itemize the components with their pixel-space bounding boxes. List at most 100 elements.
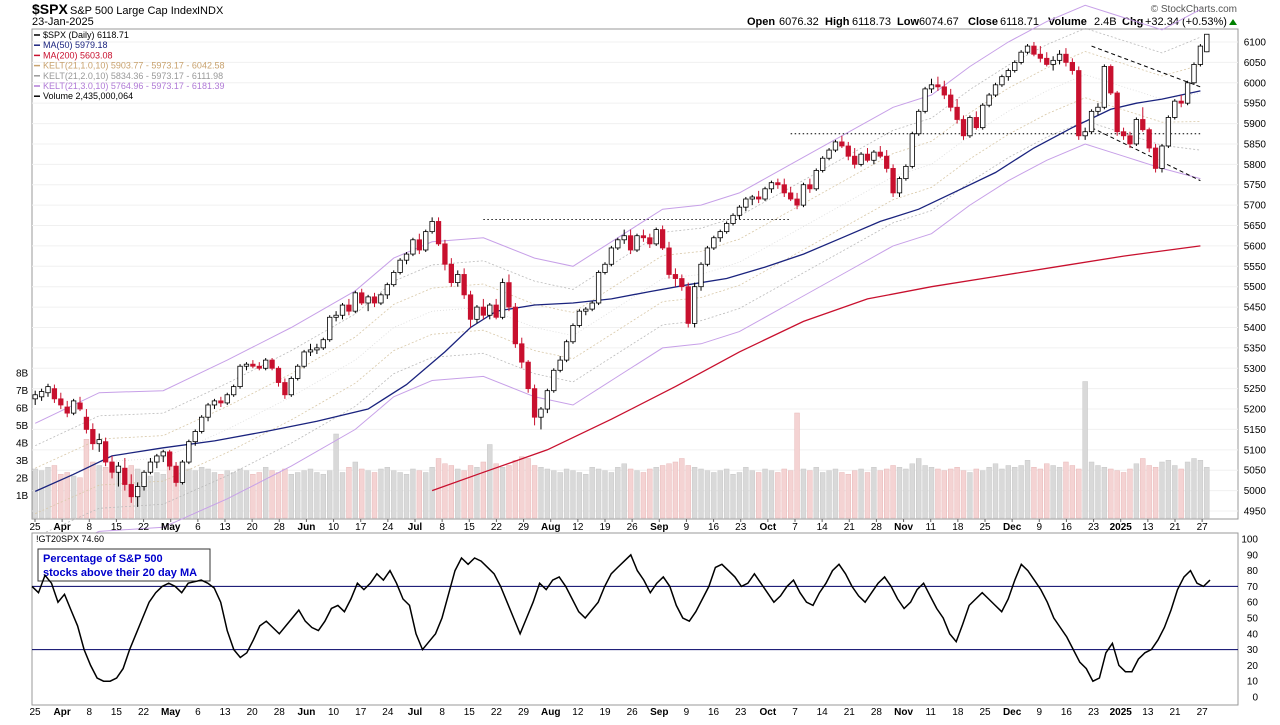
volume-bar xyxy=(1056,467,1063,519)
volume-bar xyxy=(218,474,224,519)
candle-body xyxy=(1101,66,1108,108)
candle-body xyxy=(211,400,218,406)
candle-body xyxy=(90,429,96,445)
indicator-tick-label: 90 xyxy=(1247,550,1259,561)
candle-body xyxy=(179,461,186,483)
candle-body xyxy=(781,184,787,194)
candle-body xyxy=(237,365,243,388)
volume-bar xyxy=(877,470,883,519)
kelt2-lower-line xyxy=(35,120,1201,538)
volume-bar xyxy=(743,467,749,519)
candle-body xyxy=(186,441,192,463)
candle-body xyxy=(115,465,122,473)
candle-body xyxy=(391,272,397,286)
candle-body xyxy=(1120,131,1127,137)
candle-body xyxy=(141,471,147,487)
volume-bar xyxy=(800,468,807,519)
volume-bar xyxy=(544,468,551,519)
x-tick-label: 9 xyxy=(1037,522,1043,533)
x-tick-label: 23 xyxy=(735,522,747,533)
x-tick-label: 24 xyxy=(382,522,394,533)
volume-tick-label: 8B xyxy=(16,369,29,380)
indicator-x-tick-label: Sep xyxy=(650,707,668,718)
low-label: Low xyxy=(897,16,919,28)
indicator-x-tick-label: 25 xyxy=(29,707,41,718)
candle-body xyxy=(205,404,211,418)
volume-bar xyxy=(1018,465,1024,519)
volume-tick-label: 4B xyxy=(16,439,29,450)
volume-bar xyxy=(506,465,512,519)
indicator-x-tick-label: 13 xyxy=(1142,707,1154,718)
candle-body xyxy=(794,198,800,206)
volume-bar xyxy=(90,461,96,519)
volume-bar xyxy=(256,472,262,519)
candle-body xyxy=(871,151,877,161)
high-label: High xyxy=(825,16,850,28)
volume-bar xyxy=(1191,458,1197,519)
x-tick-label: Dec xyxy=(1003,522,1022,533)
close-value: 6118.71 xyxy=(1000,16,1039,28)
candle-body xyxy=(698,263,704,288)
indicator-label: !GT20SPX 74.60 xyxy=(36,534,104,544)
volume-bar xyxy=(83,439,90,519)
volume-value: 2.4B xyxy=(1094,16,1117,28)
candle-body xyxy=(615,239,621,249)
high-value: 6118.73 xyxy=(852,16,891,28)
indicator-tick-label: 50 xyxy=(1247,614,1259,625)
x-tick-label: 9 xyxy=(684,522,690,533)
price-tick-label: 5200 xyxy=(1244,405,1267,416)
price-tick-label: 5150 xyxy=(1244,425,1267,436)
volume-bar xyxy=(282,468,288,519)
candle-body xyxy=(58,398,64,406)
volume-bar xyxy=(922,465,928,519)
candle-body xyxy=(250,363,256,367)
candle-body xyxy=(1037,53,1043,59)
volume-bar xyxy=(1165,460,1172,519)
x-axis: 25 Apr 8 15 22 May 6 13 20 28 Jun 10 17 24 Jul 8 15 22 29 A… xyxy=(29,519,1208,533)
volume-bar xyxy=(1184,461,1191,519)
indicator-annotation-box xyxy=(37,548,211,582)
volume-bar xyxy=(973,468,980,519)
candle-body xyxy=(256,365,262,369)
legend-entry: MA(200) 5603.08 xyxy=(43,50,113,60)
volume-bar xyxy=(916,458,922,519)
indicator-x-tick-label: 28 xyxy=(274,707,286,718)
volume-bar xyxy=(1159,461,1165,519)
volume-bar xyxy=(198,467,205,519)
x-tick-label: 15 xyxy=(464,522,476,533)
volume-bar xyxy=(70,475,77,519)
indicator-panel xyxy=(31,532,1239,706)
candle-body xyxy=(903,165,909,180)
volume-bar xyxy=(1050,465,1056,519)
x-tick-label: Apr xyxy=(54,522,71,533)
volume-bar xyxy=(884,468,890,519)
indicator-x-tick-label: 22 xyxy=(138,707,150,718)
candle-body xyxy=(224,394,230,404)
volume-bar xyxy=(397,472,403,519)
indicator-tick-label: 100 xyxy=(1241,535,1258,546)
indicator-x-tick-label: 21 xyxy=(844,707,856,718)
x-tick-label: Oct xyxy=(760,522,777,533)
volume-bar xyxy=(519,456,525,519)
volume-bar xyxy=(832,468,839,519)
volume-bar xyxy=(948,468,954,519)
candle-body xyxy=(647,237,653,245)
volume-bar xyxy=(147,475,154,519)
candle-body xyxy=(64,406,70,414)
volume-bar xyxy=(493,463,499,519)
volume-bar xyxy=(467,465,474,519)
volume-bar xyxy=(1063,461,1069,519)
price-tick-label: 5100 xyxy=(1244,445,1267,456)
candle-body xyxy=(167,451,173,467)
volume-bar xyxy=(570,470,576,519)
candle-body xyxy=(1172,100,1178,118)
price-tick-label: 6050 xyxy=(1244,58,1267,69)
change-value: +32.34 (+0.53%) xyxy=(1145,16,1227,28)
candle-body xyxy=(621,235,627,241)
volume-bar xyxy=(787,470,794,519)
candle-body xyxy=(1197,45,1204,65)
volume-bar xyxy=(275,472,282,519)
volume-bar xyxy=(960,470,967,519)
